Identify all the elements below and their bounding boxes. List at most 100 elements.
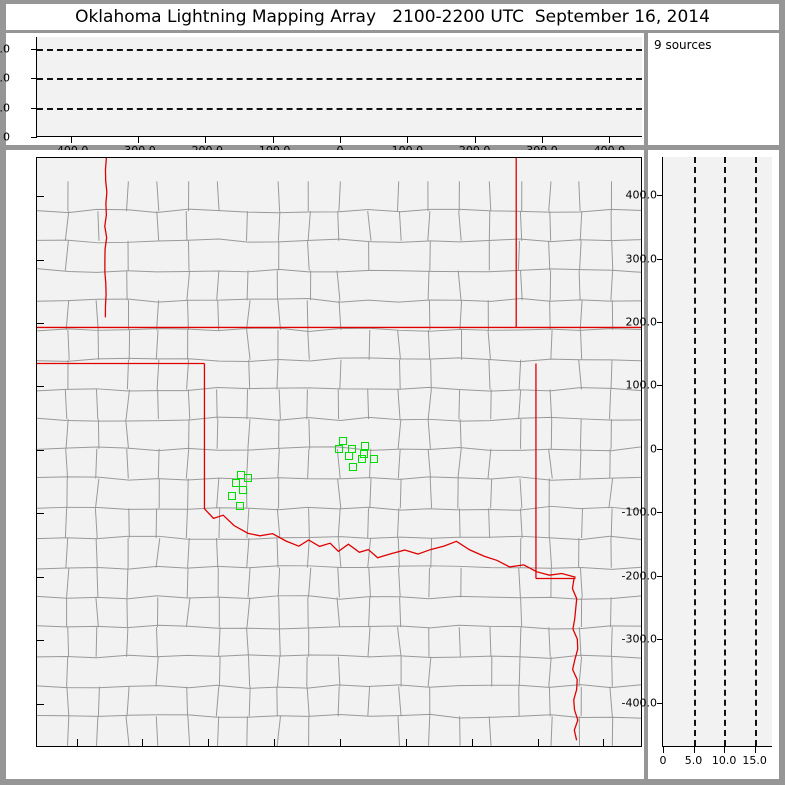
county-border <box>97 686 100 717</box>
county-border <box>397 537 400 568</box>
x-tick-mark <box>76 739 78 746</box>
x-tick-mark <box>274 739 276 746</box>
altitude-histogram-plot[interactable]: -400.0 -300.0 -200.0 -100.0 0 100.0 200.0 300.0… <box>622 157 772 767</box>
lightning-source-marker[interactable] <box>235 501 244 510</box>
county-border <box>397 448 401 479</box>
county-border <box>430 359 432 390</box>
altitude-histogram-panel: -400.0 -300.0 -200.0 -100.0 0 100.0 200.0 300.0… <box>622 150 779 779</box>
county-border <box>429 478 433 509</box>
county-border <box>37 476 641 481</box>
county-border <box>277 567 281 598</box>
lightning-source-marker[interactable] <box>347 444 356 453</box>
county-border <box>156 627 158 657</box>
county-border <box>216 270 220 301</box>
county-border <box>155 716 159 746</box>
lightning-source-marker[interactable] <box>227 491 236 500</box>
lightning-source-marker[interactable] <box>339 436 348 445</box>
county-border <box>367 389 370 420</box>
county-border <box>430 537 433 568</box>
county-border <box>578 627 582 657</box>
county-border <box>579 211 583 241</box>
county-border <box>185 508 188 539</box>
lightning-source-marker[interactable] <box>238 486 247 495</box>
county-border <box>65 419 69 449</box>
county-border <box>126 359 129 390</box>
county-border <box>488 181 492 212</box>
county-border <box>247 419 251 449</box>
county-border <box>308 567 312 598</box>
lightning-source-marker[interactable] <box>243 473 252 482</box>
gridline-vertical <box>693 157 696 746</box>
lightning-source-marker[interactable] <box>358 454 367 463</box>
county-border <box>306 300 309 331</box>
county-border <box>96 567 99 598</box>
county-border <box>398 567 401 598</box>
lightning-source-marker[interactable] <box>344 452 353 461</box>
lightning-source-marker[interactable] <box>335 444 344 453</box>
county-border <box>217 300 220 331</box>
county-border <box>37 238 641 244</box>
plan-view-map[interactable]: -400.0-300.0-200.0-100.00100.0200.0300.0… <box>36 157 642 747</box>
y-tick-mark <box>657 639 663 641</box>
county-border <box>519 478 523 509</box>
county-border <box>489 627 492 657</box>
county-border <box>488 716 492 746</box>
county-border <box>126 686 130 717</box>
county-border <box>64 211 70 241</box>
county-border <box>549 389 553 420</box>
county-border <box>336 448 341 479</box>
lightning-source-marker[interactable] <box>361 442 370 451</box>
x-tick-mark <box>208 739 210 746</box>
county-border <box>218 508 221 539</box>
county-border <box>338 300 342 331</box>
gridline-horizontal <box>37 48 642 51</box>
county-border <box>609 389 612 420</box>
county-border <box>67 627 70 657</box>
y-axis-label: 200.0 <box>625 315 658 329</box>
county-border <box>186 359 190 390</box>
county-border <box>490 478 493 509</box>
county-border <box>399 478 402 509</box>
county-border <box>578 359 582 390</box>
county-border <box>519 627 522 657</box>
county-border <box>368 597 371 628</box>
y-tick-mark <box>31 137 37 138</box>
y-axis-label: -400.0 <box>621 696 657 710</box>
y-tick-mark <box>37 703 44 705</box>
y-tick-mark <box>657 321 663 323</box>
county-border <box>155 656 159 687</box>
county-border <box>518 567 521 598</box>
county-border <box>398 686 402 717</box>
county-border <box>488 359 491 390</box>
county-border <box>548 686 551 717</box>
y-axis-label: 10.0 <box>0 71 10 85</box>
y-tick-mark <box>37 322 44 324</box>
county-border <box>336 270 341 301</box>
county-border <box>95 448 98 479</box>
x-tick-mark <box>474 137 476 143</box>
county-border <box>95 478 100 509</box>
county-border <box>336 597 341 628</box>
x-tick-mark <box>205 137 207 143</box>
time-altitude-plot[interactable]: 05.010.015.0-400.0-300.0-200.0-100.00100… <box>0 37 642 157</box>
y-tick-mark <box>31 48 37 50</box>
county-border <box>156 211 160 241</box>
county-border <box>216 181 220 212</box>
county-border <box>520 597 523 628</box>
county-border <box>580 329 583 360</box>
county-border <box>369 478 372 509</box>
county-border <box>277 448 280 479</box>
county-border <box>37 654 641 659</box>
county-border <box>64 508 68 539</box>
lightning-source-marker[interactable] <box>348 462 357 471</box>
y-axis-label: 0 <box>3 130 10 144</box>
county-border <box>126 181 129 212</box>
county-border <box>458 211 462 241</box>
lightning-source-marker[interactable] <box>359 449 368 458</box>
lightning-source-marker[interactable] <box>231 478 240 487</box>
lightning-source-marker[interactable] <box>370 454 379 463</box>
county-border <box>307 240 310 271</box>
county-border <box>549 300 551 331</box>
county-border <box>367 686 371 717</box>
time-altitude-panel: 05.010.015.0-400.0-300.0-200.0-100.00100… <box>0 33 644 157</box>
